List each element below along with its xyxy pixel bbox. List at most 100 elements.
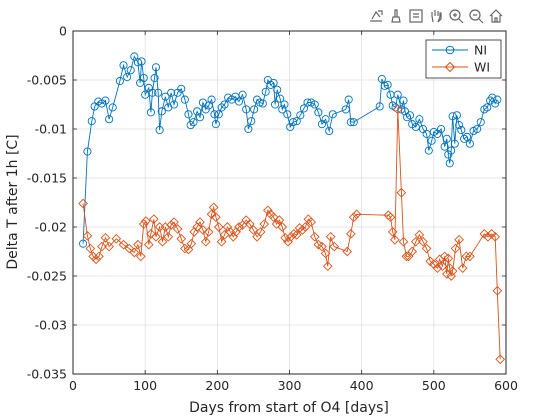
data-point — [184, 110, 193, 119]
data-point — [341, 105, 350, 114]
data-point — [479, 229, 490, 239]
data-point — [321, 115, 330, 124]
data-point — [300, 222, 311, 232]
series-wi — [78, 104, 506, 365]
data-point — [250, 105, 259, 114]
data-point — [492, 285, 503, 296]
data-point — [432, 263, 443, 273]
data-point — [79, 239, 88, 248]
data-point — [141, 90, 150, 99]
data-point — [418, 236, 428, 247]
home-icon[interactable] — [489, 9, 503, 23]
data-point — [351, 209, 362, 220]
data-point — [217, 103, 226, 112]
data-point — [447, 266, 458, 276]
data-point — [169, 217, 179, 227]
data-point — [414, 230, 425, 240]
data-point — [242, 105, 251, 114]
data-point — [399, 96, 408, 105]
data-point — [297, 225, 308, 235]
data-point — [314, 108, 323, 117]
data-point — [139, 73, 148, 83]
export-icon[interactable] — [370, 10, 383, 22]
data-point — [91, 254, 101, 265]
data-point — [195, 217, 205, 227]
data-point — [216, 236, 227, 247]
data-point — [346, 118, 355, 127]
x-tick-label: 500 — [422, 378, 446, 393]
data-point — [283, 110, 292, 119]
zoom-out-icon[interactable] — [469, 9, 484, 24]
data-point — [436, 124, 446, 134]
data-point — [271, 219, 282, 229]
zoom-in-icon[interactable] — [449, 9, 464, 24]
data-point — [329, 241, 340, 252]
data-point — [213, 222, 224, 232]
data-point — [143, 239, 154, 250]
data-point — [244, 219, 255, 229]
data-point — [424, 146, 433, 155]
data-point — [234, 97, 244, 106]
data-point — [473, 124, 482, 134]
legend-label-ni: NI — [474, 43, 487, 58]
data-point — [166, 220, 176, 230]
data-point — [457, 125, 466, 135]
data-point — [411, 122, 420, 132]
data-point — [87, 117, 96, 126]
data-point — [138, 219, 149, 229]
data-point — [476, 118, 485, 127]
data-point — [461, 251, 472, 262]
data-point — [440, 142, 449, 151]
x-tick-label: 100 — [133, 378, 157, 393]
brush-icon[interactable] — [391, 9, 401, 23]
data-point — [328, 110, 337, 119]
data-point — [390, 234, 400, 245]
legend-box — [425, 39, 502, 79]
data-point — [129, 247, 140, 258]
data-point — [118, 239, 129, 250]
data-point — [309, 231, 320, 242]
data-point — [288, 229, 299, 239]
data-point — [186, 238, 197, 249]
y-tick-label: -0.005 — [27, 73, 67, 88]
data-point — [94, 251, 104, 262]
data-point — [269, 78, 278, 87]
data-point — [108, 103, 117, 112]
data-point — [317, 241, 327, 252]
data-point — [457, 263, 468, 273]
tick-labels: 0 100 200 300 400 500 600 0 -0.005 -0.01 -0.015 -0.… — [27, 24, 518, 394]
y-tick-label: -0.025 — [27, 269, 67, 284]
data-point — [322, 261, 333, 272]
data-point — [410, 236, 421, 247]
legend[interactable]: NI WI — [425, 39, 502, 79]
legend-item-wi: WI — [432, 60, 490, 75]
data-point — [495, 354, 506, 365]
data-point — [101, 96, 110, 105]
x-axis-label: Days from start of O4 [days] — [189, 400, 389, 416]
data-point — [344, 95, 353, 104]
data-point — [186, 121, 195, 130]
data-point — [486, 229, 497, 239]
y-tick-label: -0.03 — [35, 318, 67, 333]
data-point — [136, 251, 146, 262]
data-point — [446, 271, 456, 281]
series-layer — [78, 52, 506, 365]
data-point — [198, 225, 208, 235]
data-point — [154, 88, 163, 97]
data-point — [176, 233, 187, 244]
data-point — [443, 253, 454, 264]
data-point — [115, 76, 124, 86]
data-point — [274, 215, 285, 225]
data-point — [207, 95, 216, 104]
data-point — [483, 103, 492, 112]
data-point — [160, 222, 171, 232]
series-line-wi — [82, 109, 501, 360]
data-point — [238, 90, 247, 99]
data-tips-icon[interactable] — [409, 9, 423, 23]
pan-icon[interactable] — [431, 10, 442, 23]
data-point — [78, 198, 88, 209]
data-point — [291, 230, 302, 240]
data-point — [123, 73, 132, 82]
data-point — [141, 216, 151, 226]
x-tick-label: 300 — [278, 378, 302, 393]
